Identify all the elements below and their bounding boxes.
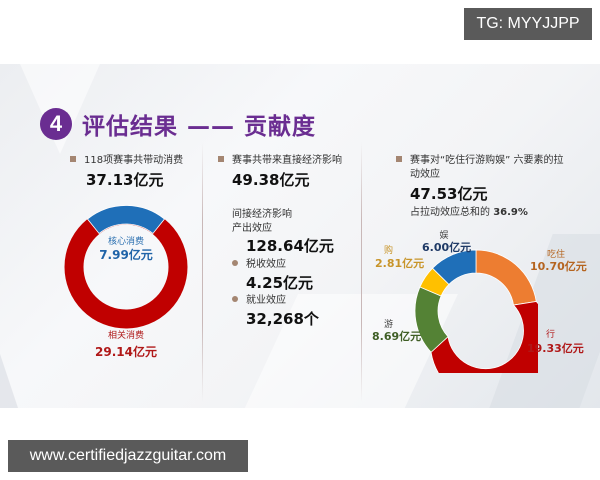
slide: 4 评估结果 —— 贡献度 118项赛事共带动消费 37.13亿元 核心消费 7… <box>0 64 600 408</box>
share-prefix: 占拉动效应总和的 <box>410 207 494 218</box>
travel-label: 行 <box>546 330 556 340</box>
related-consumption-value: 29.14亿元 <box>95 345 157 359</box>
shopping-label: 购 <box>384 246 394 256</box>
tax-effect-value: 4.25亿元 <box>246 274 314 292</box>
tax-effect-label-text: 税收效应 <box>246 259 286 270</box>
round-bullet-icon <box>232 260 238 266</box>
six-elements-total: 47.53亿元 <box>410 185 488 203</box>
output-effect-label: 产出效应 <box>232 223 272 234</box>
tour-label: 游 <box>384 320 394 330</box>
entertainment-label: 娱 <box>439 231 449 241</box>
slide-title: 评估结果 —— 贡献度 <box>82 114 317 140</box>
direct-impact-value: 49.38亿元 <box>232 171 310 189</box>
segment-travel <box>430 301 538 373</box>
six-elements-share: 占拉动效应总和的 36.9% <box>410 203 528 218</box>
core-consumption-segment <box>86 205 166 235</box>
round-bullet-icon <box>232 296 238 302</box>
six-elements-heading: 赛事对“吃住行游购娱” 六要素的拉 <box>396 154 564 168</box>
direct-impact-heading: 赛事共带来直接经济影响 <box>218 154 342 168</box>
six-elements-donut-chart <box>414 249 538 373</box>
segment-eat-stay <box>475 249 537 306</box>
jobs-effect-label-text: 就业效应 <box>246 295 286 306</box>
entertainment-value: 6.00亿元 <box>422 241 472 254</box>
core-consumption-label: 核心消费 <box>107 237 144 247</box>
square-bullet-icon <box>218 156 224 162</box>
eat-stay-value: 10.70亿元 <box>530 260 587 273</box>
eat-stay-label: 吃住 <box>547 250 566 260</box>
jobs-effect-label: 就业效应 <box>232 294 286 308</box>
core-consumption-value: 7.99亿元 <box>99 248 153 262</box>
tour-value: 8.69亿元 <box>372 330 422 343</box>
six-elements-heading-text: 赛事对“吃住行游购娱” 六要素的拉 <box>410 155 564 166</box>
column-divider <box>202 142 203 402</box>
related-consumption-label: 相关消费 <box>107 331 144 341</box>
six-elements-heading-line2: 动效应 <box>410 169 440 180</box>
travel-value: 19.33亿元 <box>527 342 584 355</box>
indirect-impact-heading: 间接经济影响 <box>232 209 292 220</box>
consumption-total: 37.13亿元 <box>86 171 164 189</box>
slide-title-row: 4 评估结果 —— 贡献度 <box>40 108 316 140</box>
background-facet <box>0 354 20 408</box>
share-value: 36.9% <box>493 207 528 218</box>
direct-impact-heading-text: 赛事共带来直接经济影响 <box>232 155 342 166</box>
column-divider <box>361 142 362 402</box>
consumption-heading-text: 118项赛事共带动消费 <box>84 155 184 166</box>
related-consumption-segment <box>64 205 188 329</box>
shopping-value: 2.81亿元 <box>375 257 425 270</box>
jobs-effect-value: 32,268个 <box>246 310 319 328</box>
segment-entertainment <box>431 249 477 285</box>
output-effect-value: 128.64亿元 <box>246 237 334 255</box>
square-bullet-icon <box>70 156 76 162</box>
tg-watermark-badge: TG: MYYJJPP <box>464 8 592 40</box>
consumption-donut-chart <box>64 205 188 329</box>
section-number-badge: 4 <box>40 108 72 140</box>
tax-effect-label: 税收效应 <box>232 258 286 272</box>
website-watermark-badge: www.certifiedjazzguitar.com <box>8 440 248 472</box>
square-bullet-icon <box>396 156 402 162</box>
consumption-heading: 118项赛事共带动消费 <box>70 154 183 168</box>
